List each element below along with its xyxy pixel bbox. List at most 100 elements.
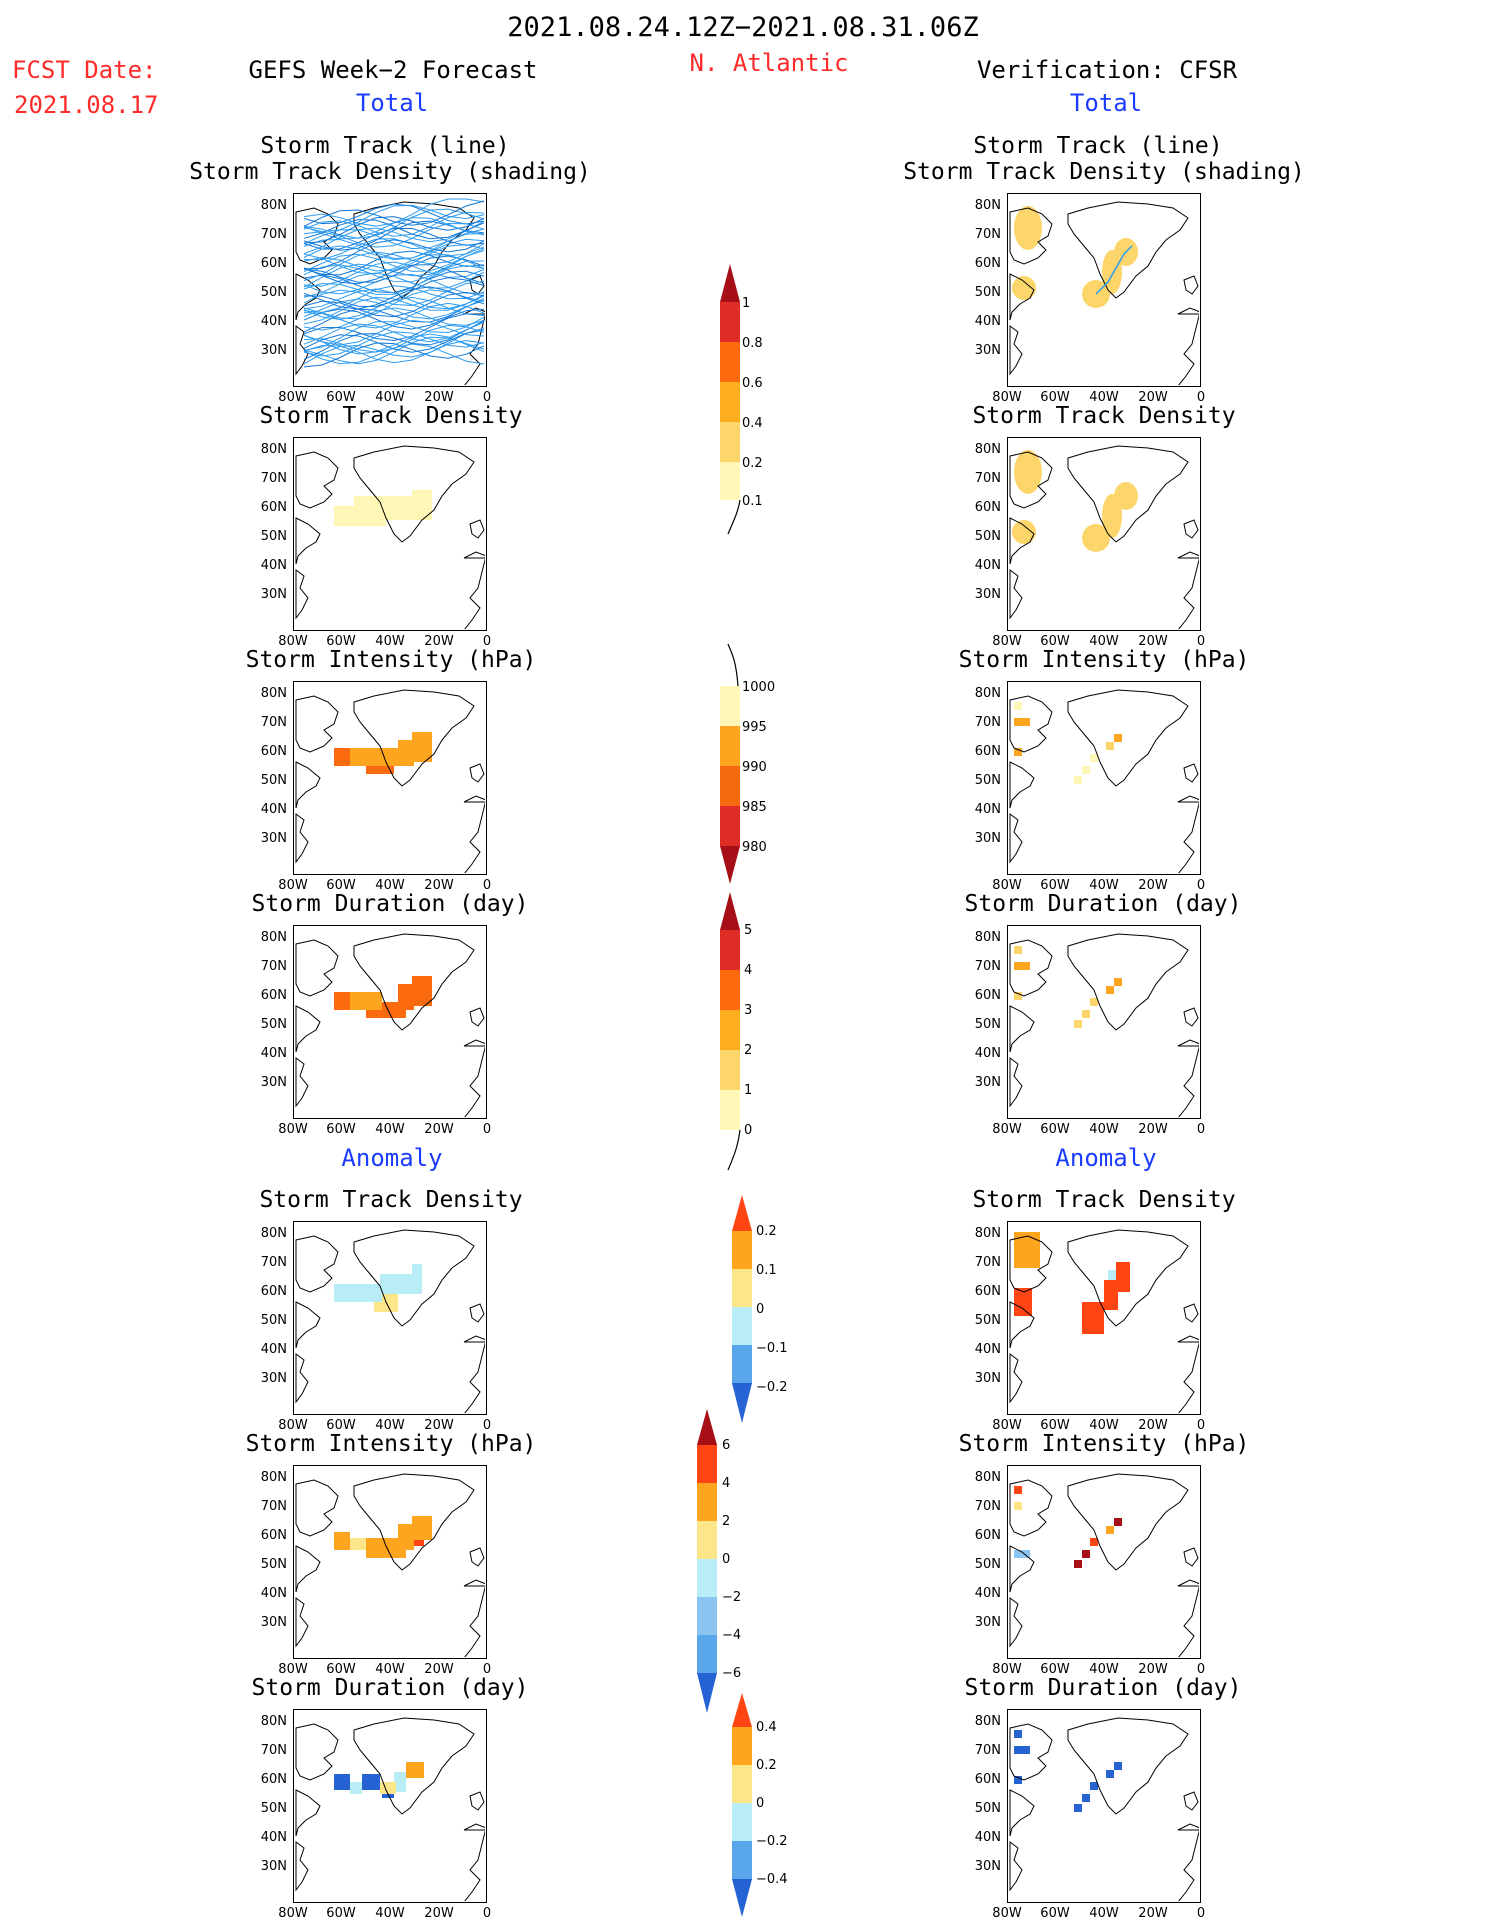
cb-density-label-1: 1 (742, 296, 751, 311)
storm-track-line (303, 329, 485, 353)
shade-cell (1014, 1288, 1032, 1316)
shade-cell (1106, 1770, 1114, 1778)
shade-cell (380, 1274, 412, 1294)
storm-track-line (303, 308, 485, 330)
shade-cell (412, 732, 432, 762)
shade-cell (1014, 1232, 1040, 1268)
y-tick-label: 50N (974, 773, 1001, 788)
coastline-5 (463, 1579, 485, 1657)
coastline-2 (295, 517, 321, 565)
storm-track-line (303, 307, 485, 331)
storm-track-line (303, 286, 485, 310)
storm-track-line (303, 260, 485, 283)
y-tick-label: 40N (260, 802, 287, 817)
x-tick-label: 0 (1196, 878, 1206, 893)
x-tick-label: 20W (1138, 1122, 1168, 1137)
y-tick-label: 40N (260, 1586, 287, 1601)
storm-track-line (303, 291, 485, 318)
y-tick-label: 60N (260, 1528, 287, 1543)
x-tick-label: 80W (992, 878, 1022, 893)
y-tick-label: 40N (974, 314, 1001, 329)
x-tick-label: 40W (1089, 1906, 1119, 1921)
shade-cell (406, 1762, 424, 1778)
shade-cell (1014, 946, 1022, 954)
shade-cell (1090, 1782, 1098, 1790)
x-tick-label: 20W (1138, 390, 1168, 405)
x-tick-label: 60W (1040, 1122, 1070, 1137)
y-tick-label: 60N (260, 256, 287, 271)
x-tick-label: 60W (326, 878, 356, 893)
y-tick-label: 60N (260, 1284, 287, 1299)
y-tick-label: 70N (974, 471, 1001, 486)
y-tick-label: 70N (260, 1743, 287, 1758)
coastline-4 (1183, 1007, 1199, 1027)
shade-cell (1090, 998, 1098, 1006)
shade-cell (1014, 748, 1022, 756)
map-canvas (1009, 1473, 1199, 1657)
title-l3: Storm Intensity (hPa) (245, 647, 537, 673)
x-tick-label: 40W (1089, 390, 1119, 405)
shade-cell (1082, 1010, 1090, 1018)
density-blob (1014, 206, 1042, 250)
x-tick-label: 20W (424, 1906, 454, 1921)
y-tick-label: 50N (260, 1557, 287, 1572)
shade-cell (1014, 992, 1022, 1000)
coastline-3 (295, 1597, 309, 1648)
coastline-2 (1009, 761, 1035, 809)
coastline-2 (1009, 1789, 1035, 1837)
map-panel-cfsr-anom-density (1007, 1221, 1201, 1415)
shade-cell (380, 1782, 396, 1794)
shade-cell (1090, 1538, 1098, 1546)
y-tick-label: 70N (974, 1255, 1001, 1270)
map-panel-gefs-anom-density (293, 1221, 487, 1415)
shade-cell (412, 1264, 422, 1294)
coastline-5 (463, 1335, 485, 1413)
y-tick-label: 30N (260, 1615, 287, 1630)
storm-track-line (303, 227, 485, 250)
y-tick-label: 30N (260, 343, 287, 358)
shade-cell (334, 1284, 382, 1302)
y-tick-label: 80N (974, 1470, 1001, 1485)
coastline-0 (1067, 445, 1189, 543)
colorbar-intensity (718, 640, 798, 890)
x-tick-label: 40W (1089, 1418, 1119, 1433)
title-l5: Storm Track Density (259, 1187, 523, 1213)
cb-anom-duration-label-1: 0.4 (756, 1720, 777, 1735)
shade-cell (1114, 978, 1122, 986)
y-tick-label: 60N (974, 256, 1001, 271)
shade-cell (350, 992, 382, 1010)
storm-track-line (303, 280, 485, 306)
x-tick-label: 20W (424, 390, 454, 405)
anomaly-right-label: Anomaly (1055, 1144, 1157, 1172)
shade-cell (334, 506, 386, 526)
x-tick-label: 60W (1040, 390, 1070, 405)
coastline-3 (1009, 1841, 1023, 1892)
y-tick-label: 70N (974, 959, 1001, 974)
x-tick-label: 40W (1089, 1122, 1119, 1137)
x-tick-label: 0 (482, 634, 492, 649)
x-tick-label: 20W (424, 878, 454, 893)
map-panel-cfsr-anom-intensity (1007, 1465, 1201, 1659)
map-canvas (295, 933, 485, 1117)
cb-anom-duration-label-3: 0 (756, 1796, 765, 1811)
coastline-1 (295, 939, 339, 997)
cb-anom-intensity-label-6: −4 (722, 1628, 742, 1643)
x-tick-label: 0 (482, 1122, 492, 1137)
map-canvas (295, 689, 485, 873)
storm-track-line (303, 250, 485, 276)
coastline-1 (295, 695, 339, 753)
map-canvas (1009, 1717, 1199, 1901)
coastline-1 (295, 1235, 339, 1293)
coastline-3 (1009, 569, 1023, 620)
y-tick-label: 80N (974, 930, 1001, 945)
y-tick-label: 70N (260, 227, 287, 242)
x-tick-label: 0 (482, 390, 492, 405)
shade-cell (1014, 1730, 1022, 1738)
coastline-4 (1183, 1791, 1199, 1811)
density-blob (1012, 276, 1036, 300)
coastline-5 (1177, 795, 1199, 873)
y-tick-label: 50N (974, 529, 1001, 544)
shade-cell (1116, 1262, 1130, 1292)
coastline-4 (1183, 1303, 1199, 1323)
y-tick-label: 50N (974, 285, 1001, 300)
